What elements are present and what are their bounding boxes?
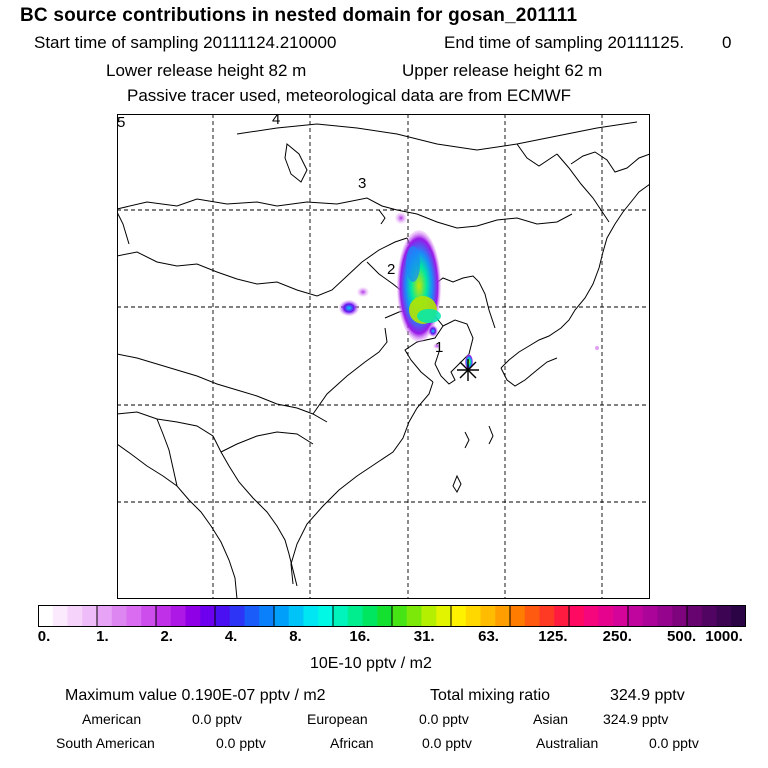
- colorbar-tick-label: 4.: [224, 628, 238, 645]
- colorbar-cell: [274, 605, 290, 627]
- colorbar-tick-label: 125.: [538, 628, 568, 645]
- colorbar-cell: [628, 605, 644, 627]
- region-label-5: 5: [117, 114, 125, 131]
- colorbar-cell: [347, 605, 364, 627]
- colorbar-cell: [406, 605, 423, 627]
- colorbar-cell: [687, 605, 703, 627]
- max-value: Maximum value 0.190E-07 pptv / m2: [65, 687, 326, 704]
- region-label-1: 1: [435, 339, 443, 356]
- colorbar-cell: [672, 605, 688, 627]
- colorbar-cell: [451, 605, 467, 627]
- australian-value: 0.0 pptv: [649, 735, 699, 751]
- american-label: American: [82, 711, 142, 727]
- colorbar-tick-label: 2.: [160, 628, 173, 645]
- colorbar-cell: [67, 605, 83, 627]
- colorbar-cell: [480, 605, 496, 627]
- region-label-2: 2: [387, 261, 395, 278]
- colorbar-cell: [52, 605, 69, 627]
- colorbar-cell: [156, 605, 172, 627]
- colorbar-cell: [465, 605, 482, 627]
- colorbar-cell: [185, 605, 201, 627]
- colorbar-cell: [583, 605, 600, 627]
- colorbar-cell: [701, 605, 718, 627]
- colorbar-cell: [539, 605, 555, 627]
- map-background: [117, 114, 650, 599]
- colorbar-cell: [524, 605, 541, 627]
- colorbar-unit: 10E-10 pptv / m2: [310, 655, 432, 672]
- station-marker: [457, 359, 479, 381]
- colorbar-tick-label: 16.: [349, 628, 371, 645]
- colorbar-cell: [362, 605, 378, 627]
- graticule: [117, 114, 650, 599]
- colorbar-cell: [318, 605, 334, 627]
- colorbar-cell: [303, 605, 319, 627]
- colorbar-cell: [554, 605, 570, 627]
- asian-label: Asian: [533, 711, 569, 727]
- colorbar-cell: [229, 605, 246, 627]
- colorbar-cell: [259, 605, 275, 627]
- colorbar-cell: [598, 605, 614, 627]
- colorbar-tick-label: 63.: [478, 628, 499, 645]
- end-time-label: End time of sampling 20111125.: [444, 33, 685, 52]
- total-mixing-label: Total mixing ratio: [430, 687, 551, 704]
- colorbar-tick-label: 1000.: [705, 628, 743, 645]
- colorbar-cell: [215, 605, 231, 627]
- colorbar-cell: [495, 605, 511, 627]
- region-label-3: 3: [358, 175, 366, 192]
- colorbar-cell: [141, 605, 157, 627]
- colorbar-tick-label: 8.: [289, 628, 302, 645]
- asian-value: 324.9 pptv: [603, 711, 669, 727]
- colorbar-cell: [111, 605, 128, 627]
- colorbar-cell: [170, 605, 187, 627]
- colorbar-cell: [642, 605, 659, 627]
- colorbar-frame: [38, 605, 746, 627]
- colorbar-tick-label: 250.: [602, 628, 632, 645]
- colorbar-cell: [288, 605, 305, 627]
- south-american-value: 0.0 pptv: [216, 735, 266, 751]
- colorbar-cell: [436, 605, 452, 627]
- colorbar-cell: [82, 605, 98, 627]
- tracer-note: Passive tracer used, meteorological data…: [127, 86, 572, 105]
- american-value: 0.0 pptv: [192, 711, 242, 727]
- african-label: African: [330, 735, 374, 751]
- upper-release-height: Upper release height 62 m: [402, 61, 603, 80]
- start-time-label: Start time of sampling 20111124.210000: [34, 33, 337, 52]
- map-panel: 5 4 3 2 1: [117, 114, 650, 599]
- colorbar-cell: [421, 605, 437, 627]
- lower-release-height: Lower release height 82 m: [106, 61, 307, 80]
- colorbar-tick-label: 1.: [96, 628, 109, 645]
- european-label: European: [307, 711, 368, 727]
- map-frame: [117, 114, 650, 599]
- colorbar: [38, 605, 746, 627]
- total-mixing-value: 324.9 pptv: [610, 687, 685, 704]
- contribution-plume: [339, 212, 599, 370]
- colorbar-cell: [126, 605, 142, 627]
- colorbar-cell: [510, 605, 526, 627]
- colorbar-cell: [97, 605, 113, 627]
- colorbar-tick-label: 500.: [667, 628, 697, 645]
- colorbar-cell: [731, 605, 746, 627]
- colorbar-cell: [38, 605, 54, 627]
- colorbar-cell: [657, 605, 673, 627]
- colorbar-tick-label: 31.: [413, 628, 435, 645]
- region-label-4: 4: [272, 114, 280, 128]
- colorbar-tick-label: 0.: [37, 628, 51, 645]
- colorbar-cell: [716, 605, 732, 627]
- colorbar-cell: [377, 605, 393, 627]
- colorbar-cell: [569, 605, 585, 627]
- australian-label: Australian: [536, 735, 599, 751]
- south-american-label: South American: [56, 735, 155, 751]
- colorbar-cell: [392, 605, 408, 627]
- colorbar-cell: [333, 605, 349, 627]
- colorbar-cell: [244, 605, 260, 627]
- plot-title: BC source contributions in nested domain…: [20, 5, 578, 26]
- colorbar-cell: [200, 605, 216, 627]
- european-value: 0.0 pptv: [419, 711, 469, 727]
- colorbar-cell: [613, 605, 629, 627]
- end-time-value: 0: [722, 33, 732, 52]
- african-value: 0.0 pptv: [422, 735, 472, 751]
